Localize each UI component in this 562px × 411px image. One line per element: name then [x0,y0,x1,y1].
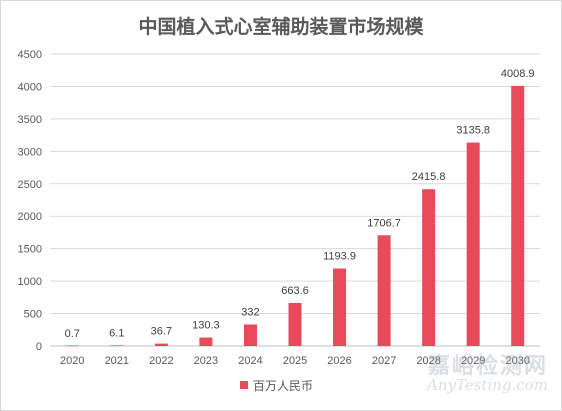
x-tick-label: 2022 [149,355,173,367]
x-tick-label: 2029 [461,355,485,367]
x-tick-label: 2027 [372,355,396,367]
bar [511,85,525,346]
bar [243,324,257,346]
data-label: 0.7 [65,328,80,340]
x-tick-label: 2026 [327,355,351,367]
data-label: 2415.8 [412,171,446,183]
legend: 百万人民币 [240,378,314,393]
y-tick-label: 500 [24,309,42,321]
y-tick-label: 4500 [18,49,42,61]
bar [288,302,302,346]
legend-swatch [240,381,248,389]
data-label: 3135.8 [456,125,490,137]
data-label: 332 [241,306,259,318]
bar [110,345,124,346]
x-tick-label: 2020 [60,355,84,367]
x-tick-label: 2023 [194,355,218,367]
y-tick-label: 0 [36,341,42,353]
bar [199,337,213,346]
y-tick-label: 3500 [18,114,42,126]
y-tick-label: 2500 [18,179,42,191]
data-label: 663.6 [281,285,309,297]
y-tick-label: 4000 [18,81,42,93]
legend-label: 百万人民币 [253,378,314,393]
data-label: 4008.9 [501,68,535,80]
y-tick-label: 1000 [18,276,42,288]
x-tick-label: 2021 [105,355,129,367]
bar [466,142,480,346]
x-tick-label: 2025 [283,355,307,367]
watermark-cn: 嘉峪检测网 [427,353,548,378]
bar [65,345,79,346]
x-tick-label: 2028 [416,355,440,367]
data-label: 1193.9 [323,251,356,263]
y-tick-label: 1500 [18,244,42,256]
x-tick-label: 2024 [238,355,262,367]
watermark-en: AnyTesting.com [427,376,548,394]
bar [333,268,347,346]
bar [422,189,436,346]
y-tick-label: 2000 [18,211,42,223]
y-tick-label: 3000 [18,146,42,158]
chart-title: 中国植入式心室辅助装置市场规模 [138,16,424,38]
data-label: 6.1 [109,328,124,340]
data-label: 1706.7 [367,217,401,229]
x-tick-label: 2030 [505,355,529,367]
data-label: 36.7 [151,326,172,338]
data-label: 130.3 [192,320,220,332]
bar [377,235,391,346]
bar [154,343,168,346]
watermark: 嘉峪检测网 AnyTesting.com [427,353,548,394]
